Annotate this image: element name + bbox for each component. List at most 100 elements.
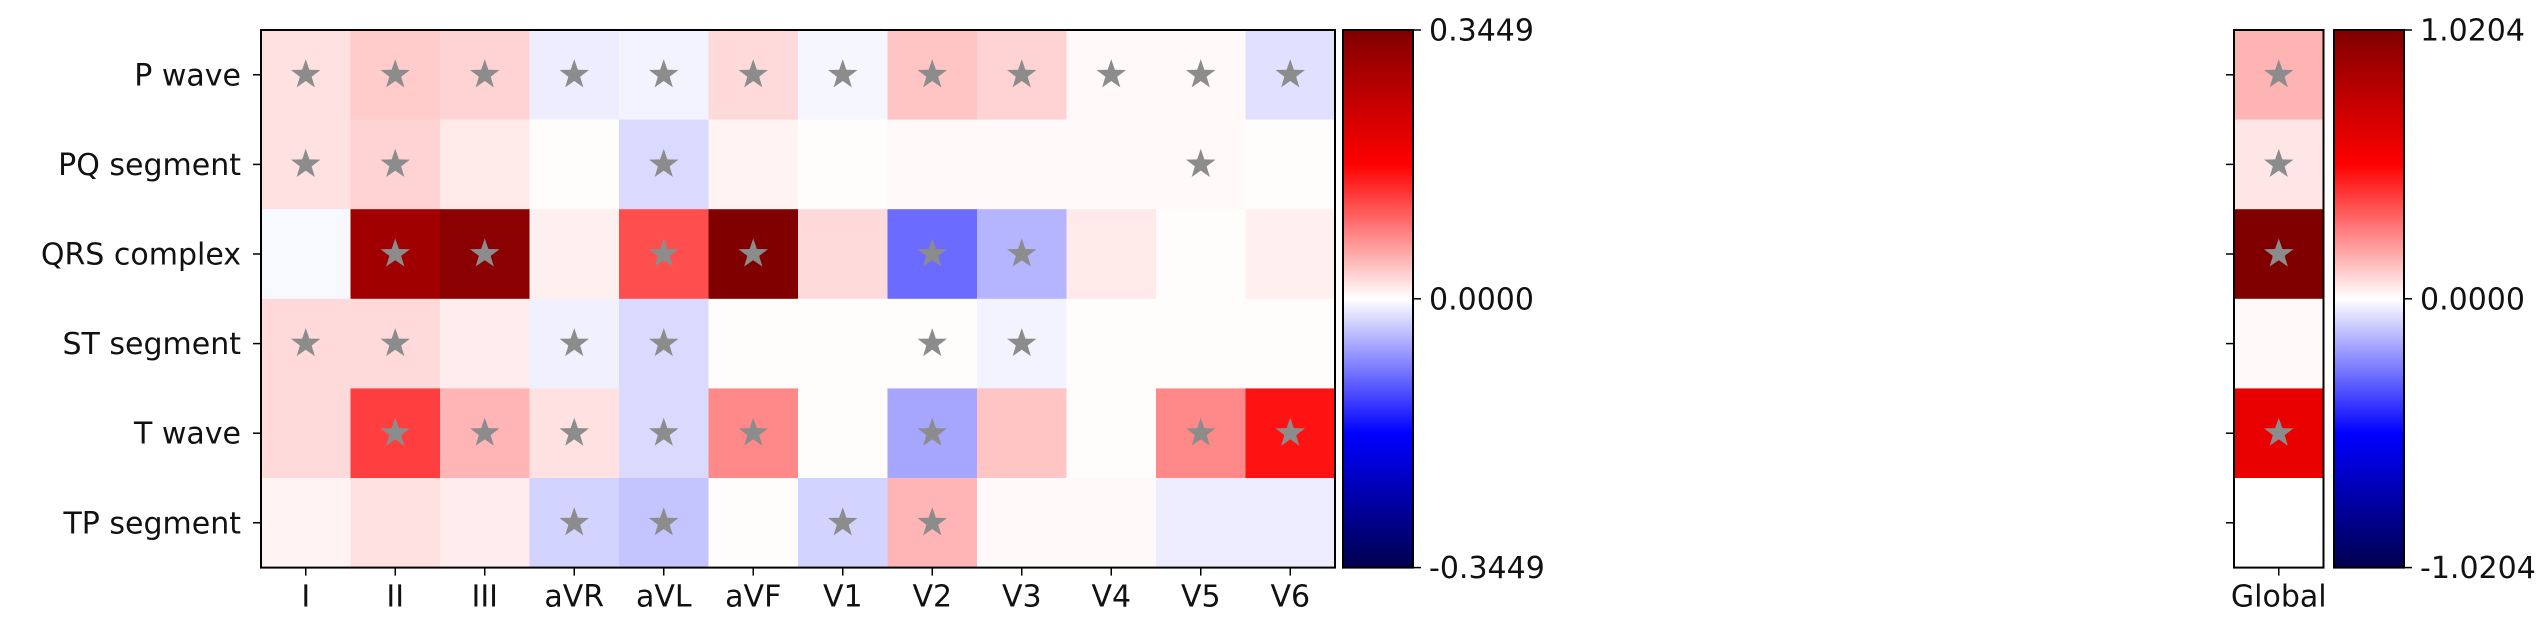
significance-star-icon: [470, 238, 500, 267]
significance-star-icon: [380, 148, 410, 177]
heatmap-cell: [1245, 478, 1336, 569]
x-tick-label: V6: [1270, 580, 1310, 615]
heatmap-cell: [440, 478, 530, 569]
significance-star-icon: [1096, 59, 1126, 88]
significance-star-icon: [738, 238, 768, 267]
significance-star-icon: [380, 417, 410, 446]
heatmap-cell: [977, 388, 1067, 479]
significance-star-icon: [291, 328, 321, 357]
significance-star-icon: [291, 59, 321, 88]
heatmap-cell: [1066, 478, 1157, 569]
y-tick-label: ST segment: [63, 327, 242, 362]
x-tick-label: Global: [2231, 580, 2327, 615]
x-tick-label: II: [386, 580, 404, 615]
colorbar-tick-label: -0.3449: [1429, 551, 1545, 586]
heatmap-cell: [1066, 388, 1157, 479]
significance-star-icon: [470, 417, 500, 446]
y-tick-label: P wave: [134, 58, 241, 93]
colorbar-tick-label: 0.0000: [2420, 282, 2525, 317]
heatmap-cell: [1156, 298, 1246, 389]
heatmap-cell: [440, 298, 530, 389]
y-tick-label: QRS complex: [41, 238, 241, 273]
heatmap-cell: [529, 209, 620, 300]
y-tick-label: PQ segment: [58, 148, 241, 183]
significance-star-icon: [380, 328, 410, 357]
heatmap-cell: [1245, 298, 1336, 389]
x-tick-label: I: [301, 580, 310, 615]
significance-star-icon: [828, 59, 858, 88]
x-tick-label: III: [471, 580, 498, 615]
heatmap-cell: [1066, 119, 1157, 210]
significance-star-icon: [559, 417, 589, 446]
significance-star-icon: [2264, 417, 2294, 446]
heatmap-cell: [261, 478, 351, 569]
heatmap-cell: [261, 388, 351, 479]
significance-star-icon: [738, 417, 768, 446]
significance-star-icon: [380, 238, 410, 267]
significance-star-icon: [1007, 328, 1037, 357]
significance-star-icon: [1275, 59, 1305, 88]
significance-star-icon: [649, 238, 679, 267]
heatmap-cell: [529, 119, 620, 210]
colorbar-tick-label: 0.0000: [1429, 282, 1534, 317]
significance-star-icon: [917, 507, 947, 536]
global-heatmap: Global: [2226, 29, 2327, 615]
heatmap-cell: [708, 298, 799, 389]
significance-star-icon: [1275, 417, 1305, 446]
significance-star-icon: [559, 59, 589, 88]
significance-star-icon: [649, 417, 679, 446]
heatmap-cell: [350, 478, 441, 569]
significance-star-icon: [559, 507, 589, 536]
global-colorbar: 1.0204 0.0000 -1.0204: [2333, 14, 2536, 586]
significance-star-icon: [291, 148, 321, 177]
heatmap-cell: [798, 298, 888, 389]
significance-star-icon: [2264, 148, 2294, 177]
significance-star-icon: [828, 507, 858, 536]
significance-star-icon: [380, 59, 410, 88]
colorbar-gradient: [1343, 30, 1413, 568]
significance-star-icon: [1186, 59, 1216, 88]
heatmap-cell: [2234, 478, 2324, 569]
x-tick-label: aVR: [544, 580, 604, 615]
lead-colorbar: 0.3449 0.0000 -0.3449: [1342, 14, 1545, 586]
heatmap-cell: [1066, 298, 1157, 389]
colorbar-tick-label: -1.0204: [2420, 551, 2536, 586]
heatmap-cell: [1245, 209, 1336, 300]
heatmap-frame: [260, 29, 1336, 569]
y-tick-label: TP segment: [62, 506, 241, 541]
significance-star-icon: [649, 59, 679, 88]
significance-star-icon: [1186, 148, 1216, 177]
heatmap-cell: [798, 388, 888, 479]
x-tick-label: V5: [1181, 580, 1221, 615]
colorbar-tick-label: 1.0204: [2420, 14, 2525, 49]
significance-star-icon: [649, 148, 679, 177]
significance-star-icon: [1186, 417, 1216, 446]
significance-star-icon: [917, 238, 947, 267]
heatmap-cell: [2234, 298, 2324, 389]
heatmap-cell: [440, 119, 530, 210]
significance-star-icon: [738, 59, 768, 88]
heatmap-cell: [708, 478, 799, 569]
significance-star-icon: [917, 328, 947, 357]
significance-star-icon: [559, 328, 589, 357]
heatmap-cell: [1156, 209, 1246, 300]
significance-star-icon: [1007, 59, 1037, 88]
x-tick-label: V2: [912, 580, 952, 615]
heatmap-cell: [1156, 478, 1246, 569]
y-tick-label: T wave: [133, 417, 241, 452]
heatmap-cell: [887, 119, 978, 210]
x-tick-label: V1: [823, 580, 863, 615]
significance-star-icon: [649, 507, 679, 536]
heatmap-cell: [977, 119, 1067, 210]
heatmap-cell: [261, 209, 351, 300]
x-tick-label: V4: [1091, 580, 1131, 615]
x-tick-label: aVL: [636, 580, 692, 615]
colorbar-gradient: [2334, 30, 2404, 568]
significance-star-icon: [2264, 59, 2294, 88]
colorbar-tick-label: 0.3449: [1429, 14, 1534, 49]
heatmap-cell: [977, 478, 1067, 569]
heatmap-cell: [1066, 209, 1157, 300]
x-tick-label: aVF: [725, 580, 781, 615]
significance-star-icon: [649, 328, 679, 357]
significance-star-icon: [470, 59, 500, 88]
